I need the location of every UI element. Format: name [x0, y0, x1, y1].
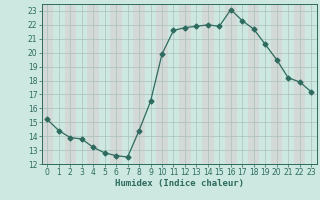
X-axis label: Humidex (Indice chaleur): Humidex (Indice chaleur) — [115, 179, 244, 188]
Bar — [156, 4, 168, 164]
Bar — [179, 4, 191, 164]
Bar — [42, 4, 53, 164]
Bar — [87, 4, 99, 164]
Bar — [110, 4, 122, 164]
Bar — [65, 4, 76, 164]
Bar — [202, 4, 214, 164]
Bar — [133, 4, 145, 164]
Bar — [225, 4, 236, 164]
Bar — [294, 4, 305, 164]
Bar — [248, 4, 260, 164]
Bar — [271, 4, 282, 164]
